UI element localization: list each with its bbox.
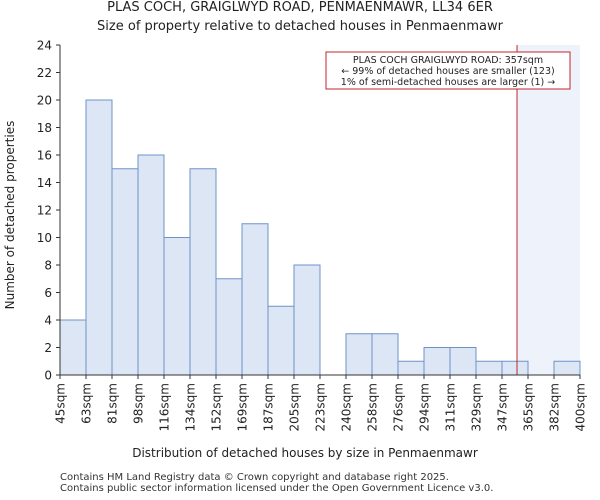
x-tick-label: 311sqm <box>444 383 458 431</box>
x-tick-label: 240sqm <box>340 383 354 431</box>
bar-11 <box>345 333 373 376</box>
x-tick-label: 205sqm <box>288 383 302 431</box>
x-tick-label: 187sqm <box>262 383 276 431</box>
x-axis-label: Distribution of detached houses by size … <box>132 446 478 460</box>
x-tick-label: 294sqm <box>418 383 432 431</box>
footer-line-2: Contains public sector information licen… <box>60 483 494 494</box>
bar-4 <box>163 237 191 376</box>
annotation-box: PLAS COCH GRAIGLWYD ROAD: 357sqm ← 99% o… <box>325 51 571 90</box>
bar-15 <box>449 347 477 376</box>
y-tick-label: 16 <box>37 149 52 163</box>
x-tick-label: 45sqm <box>54 383 68 424</box>
annotation-line-2: ← 99% of detached houses are smaller (12… <box>341 66 554 77</box>
x-tick-label: 169sqm <box>236 383 250 431</box>
y-tick-label: 4 <box>44 314 52 328</box>
bar-0 <box>59 319 87 376</box>
y-tick-label: 6 <box>44 286 52 300</box>
bar-14 <box>423 347 451 376</box>
bar-12 <box>371 333 399 376</box>
y-axis-label: Number of detached properties <box>3 121 17 310</box>
x-tick-label: 116sqm <box>158 383 172 431</box>
x-tick-label: 400sqm <box>574 383 588 431</box>
y-tick-label: 10 <box>37 231 52 245</box>
x-tick-label: 276sqm <box>392 383 406 431</box>
bar-8 <box>267 305 295 376</box>
y-tick-label: 18 <box>37 121 52 135</box>
bar-17 <box>501 360 529 376</box>
bar-9 <box>293 264 321 376</box>
y-tick-label: 2 <box>44 341 52 355</box>
y-tick-label: 14 <box>37 176 52 190</box>
bar-7 <box>241 223 269 376</box>
footer-line-1: Contains HM Land Registry data © Crown c… <box>60 472 449 483</box>
bar-6 <box>215 278 243 376</box>
y-tick-label: 24 <box>37 39 52 53</box>
y-tick-label: 22 <box>37 66 52 80</box>
x-tick-label: 152sqm <box>210 383 224 431</box>
chart-title: PLAS COCH, GRAIGLWYD ROAD, PENMAENMAWR, … <box>107 0 493 15</box>
bar-5 <box>189 168 217 376</box>
x-tick-label: 365sqm <box>522 383 536 431</box>
annotation-line-3: 1% of semi-detached houses are larger (1… <box>341 77 555 88</box>
x-tick-label: 98sqm <box>132 383 146 424</box>
bar-1 <box>85 99 113 376</box>
x-tick-label: 382sqm <box>548 383 562 431</box>
x-tick-label: 63sqm <box>80 383 94 424</box>
x-tick-label: 223sqm <box>314 383 328 431</box>
bar-16 <box>475 360 503 376</box>
y-tick-label: 0 <box>44 369 52 383</box>
bar-19 <box>553 360 581 376</box>
annotation-line-1: PLAS COCH GRAIGLWYD ROAD: 357sqm <box>353 55 543 66</box>
x-tick-label: 347sqm <box>496 383 510 431</box>
y-tick-label: 8 <box>44 259 52 273</box>
x-tick-label: 258sqm <box>366 383 380 431</box>
x-tick-label: 134sqm <box>184 383 198 431</box>
chart-subtitle: Size of property relative to detached ho… <box>97 19 503 34</box>
bar-13 <box>397 360 425 376</box>
bar-2 <box>111 168 139 376</box>
x-tick-label: 329sqm <box>470 383 484 431</box>
highlight-region <box>517 45 580 375</box>
y-tick-label: 20 <box>37 94 52 108</box>
x-tick-label: 81sqm <box>106 383 120 424</box>
y-tick-label: 12 <box>37 204 52 218</box>
bar-3 <box>137 154 165 376</box>
footer: Contains HM Land Registry data © Crown c… <box>60 472 493 494</box>
